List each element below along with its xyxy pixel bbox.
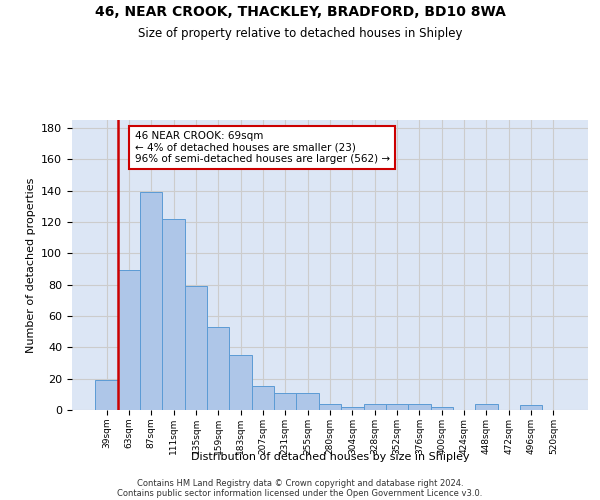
Text: Contains public sector information licensed under the Open Government Licence v3: Contains public sector information licen…: [118, 488, 482, 498]
Bar: [520, 406, 542, 410]
Text: Distribution of detached houses by size in Shipley: Distribution of detached houses by size …: [191, 452, 469, 462]
Bar: [408, 404, 431, 410]
Y-axis label: Number of detached properties: Number of detached properties: [26, 178, 35, 352]
Text: 46 NEAR CROOK: 69sqm
← 4% of detached houses are smaller (23)
96% of semi-detach: 46 NEAR CROOK: 69sqm ← 4% of detached ho…: [134, 131, 389, 164]
Bar: [185, 286, 207, 410]
Bar: [252, 386, 274, 410]
Text: Contains HM Land Registry data © Crown copyright and database right 2024.: Contains HM Land Registry data © Crown c…: [137, 478, 463, 488]
Bar: [386, 404, 408, 410]
Bar: [431, 407, 453, 410]
Bar: [229, 355, 252, 410]
Bar: [319, 404, 341, 410]
Bar: [274, 393, 296, 410]
Bar: [475, 404, 497, 410]
Bar: [207, 327, 229, 410]
Bar: [296, 393, 319, 410]
Bar: [118, 270, 140, 410]
Bar: [364, 404, 386, 410]
Bar: [341, 407, 364, 410]
Bar: [140, 192, 163, 410]
Bar: [95, 380, 118, 410]
Bar: [163, 219, 185, 410]
Text: Size of property relative to detached houses in Shipley: Size of property relative to detached ho…: [138, 28, 462, 40]
Text: 46, NEAR CROOK, THACKLEY, BRADFORD, BD10 8WA: 46, NEAR CROOK, THACKLEY, BRADFORD, BD10…: [95, 5, 505, 19]
